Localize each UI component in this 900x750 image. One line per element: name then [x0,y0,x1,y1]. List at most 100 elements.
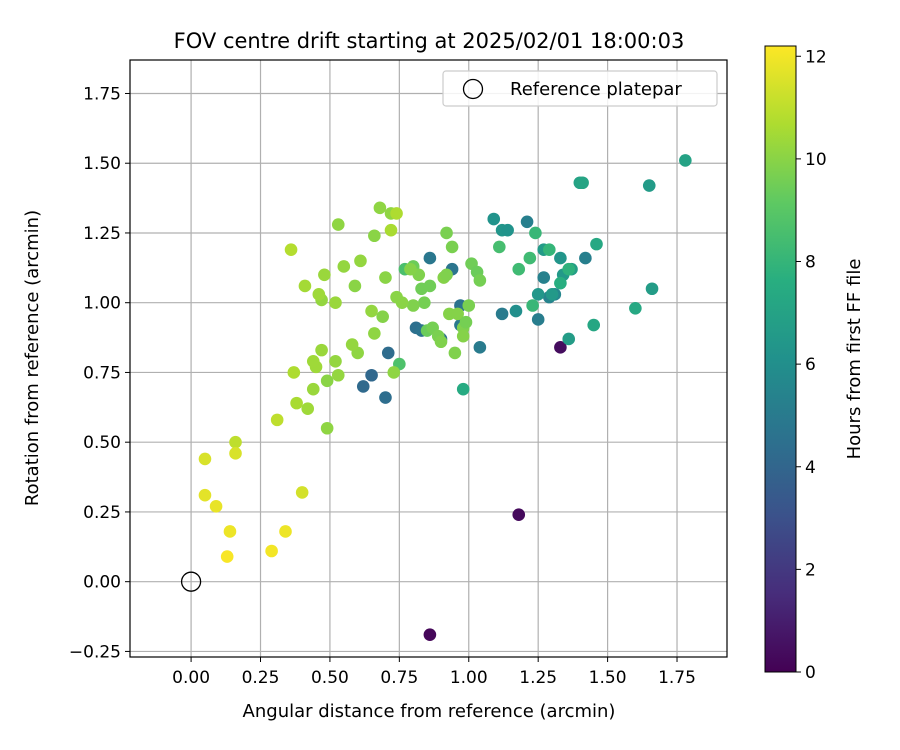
data-point [587,318,601,332]
data-point [679,154,692,167]
data-point [459,315,473,329]
legend-label: Reference platepar [510,79,682,100]
data-point [365,304,378,318]
colorbar-tick-label: 6 [805,355,816,375]
y-axis-label: Rotation from reference (arcmin) [22,210,43,506]
data-point [198,452,212,466]
x-tick-label: 1.25 [519,668,557,688]
data-point [579,251,592,265]
data-point [373,201,387,215]
data-point [320,421,334,435]
data-point [406,299,420,312]
data-point [315,343,328,357]
data-point [284,243,298,257]
colorbar-label: Hours from first FF file [844,259,865,460]
data-point [337,260,351,273]
data-point [529,226,542,240]
data-point [520,215,534,229]
data-point [368,327,381,340]
colorbar: 0 2 4 6 8 10 12 Hours from first FF file [764,45,865,683]
data-point [629,301,642,315]
data-point [295,486,309,499]
data-point [229,435,242,449]
x-tick-label: 1.50 [589,668,627,688]
legend: Reference platepar [442,70,718,107]
colorbar-tick-label: 4 [805,458,816,478]
data-point [318,268,331,282]
data-point [209,500,223,513]
grid-lines [130,60,727,657]
data-point [493,240,506,254]
colorbar-ticks: 0 2 4 6 8 10 12 [796,47,827,683]
x-tick-label: 1.00 [450,668,488,688]
data-point [554,251,567,265]
data-point [473,341,487,354]
data-point [301,402,315,416]
data-point [509,304,523,318]
data-point [542,243,556,257]
data-point [554,341,567,354]
y-tick-label: −0.25 [69,642,121,662]
data-point [531,288,545,301]
x-tick-label: 1.75 [658,668,696,688]
x-tick-label: 0.75 [380,668,418,688]
y-axis-ticks: −0.25 0.00 0.25 0.50 0.75 1.00 1.25 1.50 1.75 [69,84,130,662]
data-point [331,218,345,231]
data-point [368,229,381,243]
data-point [356,380,370,393]
y-tick-label: 1.25 [83,224,121,244]
data-point [404,262,417,276]
data-point [523,251,537,265]
colorbar-tick-label: 2 [805,560,816,580]
data-point [229,447,242,460]
data-point [434,335,448,349]
y-tick-label: 1.75 [83,84,121,104]
data-point [331,368,345,382]
data-point [306,354,320,368]
data-point [562,332,576,346]
data-point [448,346,462,360]
y-tick-label: 0.75 [83,363,121,383]
data-point [270,413,284,427]
colorbar-tick-label: 0 [805,663,816,683]
data-point [390,207,403,220]
data-point [512,508,526,522]
data-point [320,374,334,388]
y-tick-label: 0.25 [83,503,121,523]
y-tick-label: 0.50 [83,433,121,453]
colorbar-gradient [764,45,797,673]
data-point [576,176,589,190]
x-tick-label: 0.50 [311,668,349,688]
y-tick-label: 0.00 [83,573,121,593]
data-point [512,262,526,276]
data-point [440,226,453,240]
data-point [265,544,278,558]
data-point [379,391,392,404]
reference-marker-layer [180,571,202,592]
data-point [345,338,359,351]
y-tick-label: 1.50 [83,154,121,174]
x-tick-label: 0.25 [242,668,280,688]
data-point [456,382,470,396]
data-point [445,240,459,254]
x-axis-label: Angular distance from reference (arcmin) [243,701,616,722]
data-point [531,313,545,326]
data-point [376,310,389,323]
data-point [329,296,342,310]
data-point [423,251,437,265]
legend-reference-marker [462,78,484,100]
data-point [642,179,656,192]
x-axis-ticks: 0.00 0.25 0.50 0.75 1.00 1.25 1.50 1.75 [172,657,696,688]
data-point [384,223,398,237]
y-tick-label: 1.00 [83,294,121,314]
data-point [423,279,437,293]
data-points [198,154,692,641]
data-point [287,366,301,379]
data-point [329,354,342,368]
data-point [645,282,659,296]
data-point [354,254,367,268]
data-point [456,329,470,343]
data-point [451,307,464,321]
data-point [418,296,431,310]
